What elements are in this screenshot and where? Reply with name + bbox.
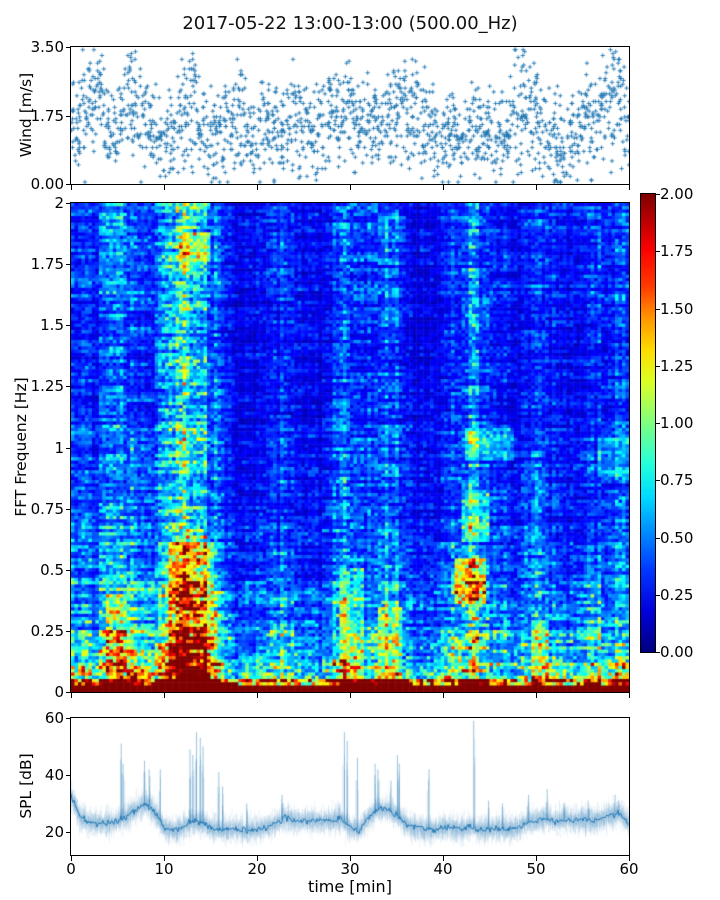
axis-tick <box>66 184 71 185</box>
colorbar-tick-label: 0.50 <box>660 528 694 547</box>
time-xlabel: time [min] <box>308 877 392 896</box>
axis-tick <box>536 856 537 861</box>
time-x-tick-label: 50 <box>526 860 546 878</box>
colorbar-tick-label: 0.25 <box>660 585 694 604</box>
axis-tick <box>66 692 71 693</box>
axis-tick <box>257 856 258 861</box>
colorbar-tick-label: 1.25 <box>660 356 694 375</box>
axis-tick <box>66 264 71 266</box>
wind-y-tick-label: 0.00 <box>30 175 64 193</box>
axis-tick <box>66 718 71 719</box>
axis-tick <box>257 693 258 698</box>
fft-y-tick-label: 0 <box>54 683 64 701</box>
axis-tick <box>66 115 71 117</box>
axis-tick <box>66 832 71 833</box>
axis-tick <box>655 308 660 310</box>
axis-tick <box>655 652 660 653</box>
axis-tick <box>66 569 71 571</box>
axis-tick <box>164 185 165 190</box>
axis-tick <box>629 693 630 698</box>
spl-y-tick-label: 20 <box>44 823 64 841</box>
axis-tick <box>164 856 165 861</box>
fft-y-tick-label: 1.75 <box>30 255 64 274</box>
wind-scatter-canvas <box>71 47 629 184</box>
spl-y-tick-label: 40 <box>44 766 64 784</box>
axis-tick <box>655 251 660 253</box>
axis-tick <box>443 856 444 861</box>
spl-line-canvas <box>71 718 629 855</box>
time-x-tick-label: 0 <box>66 860 76 878</box>
axis-tick <box>350 856 351 861</box>
axis-tick <box>655 594 660 596</box>
axis-tick <box>66 325 71 327</box>
colorbar-tick-label: 1.75 <box>660 242 694 261</box>
axis-tick <box>71 693 72 698</box>
time-x-tick-label: 20 <box>247 860 267 878</box>
colorbar <box>640 193 656 653</box>
axis-tick <box>350 185 351 190</box>
axis-tick <box>66 630 71 632</box>
wind-y-tick-label: 3.50 <box>30 38 64 56</box>
axis-tick <box>443 185 444 190</box>
axis-tick <box>350 693 351 698</box>
time-x-tick-label: 30 <box>340 860 360 878</box>
axis-tick <box>655 194 660 195</box>
axis-tick <box>655 365 660 367</box>
spl-ylabel: SPL [dB] <box>17 753 35 819</box>
colorbar-tick-label: 1.50 <box>660 299 694 318</box>
axis-tick <box>66 203 71 204</box>
axis-tick <box>71 856 72 861</box>
axis-tick <box>71 185 72 190</box>
axis-tick <box>655 480 660 482</box>
time-x-tick-label: 10 <box>154 860 174 878</box>
figure-title: 2017-05-22 13:00-13:00 (500.00_Hz) <box>182 13 518 34</box>
wind-plot <box>70 46 630 185</box>
axis-tick <box>655 423 660 424</box>
fft-y-tick-label: 0.75 <box>30 499 64 518</box>
spectrogram-plot <box>70 202 630 693</box>
axis-tick <box>655 537 660 539</box>
axis-tick <box>66 775 71 776</box>
axis-tick <box>257 185 258 190</box>
spl-y-tick-label: 60 <box>44 709 64 727</box>
time-x-tick-label: 60 <box>619 860 639 878</box>
axis-tick <box>164 693 165 698</box>
axis-tick <box>66 508 71 510</box>
axis-tick <box>443 693 444 698</box>
time-x-tick-label: 40 <box>433 860 453 878</box>
axis-tick <box>66 447 71 449</box>
axis-tick <box>536 693 537 698</box>
fft-y-tick-label: 1.25 <box>30 377 64 396</box>
wind-y-tick-label: 1.75 <box>30 106 64 125</box>
fft-y-tick-label: 1 <box>54 438 64 457</box>
axis-tick <box>66 47 71 48</box>
axis-tick <box>629 856 630 861</box>
fft-y-tick-label: 1.5 <box>40 316 64 335</box>
fft-y-tick-label: 0.25 <box>30 621 64 640</box>
colorbar-tick-label: 0.75 <box>660 471 694 490</box>
colorbar-tick-label: 2.00 <box>660 185 694 203</box>
colorbar-tick-label: 1.00 <box>660 414 694 432</box>
spl-plot <box>70 717 630 856</box>
colorbar-tick-label: 0.00 <box>660 643 694 661</box>
axis-tick <box>536 185 537 190</box>
axis-tick <box>629 185 630 190</box>
fft-y-tick-label: 2 <box>54 194 64 212</box>
axis-tick <box>66 386 71 388</box>
spectrogram-canvas <box>71 203 629 692</box>
fft-y-tick-label: 0.5 <box>40 560 64 579</box>
